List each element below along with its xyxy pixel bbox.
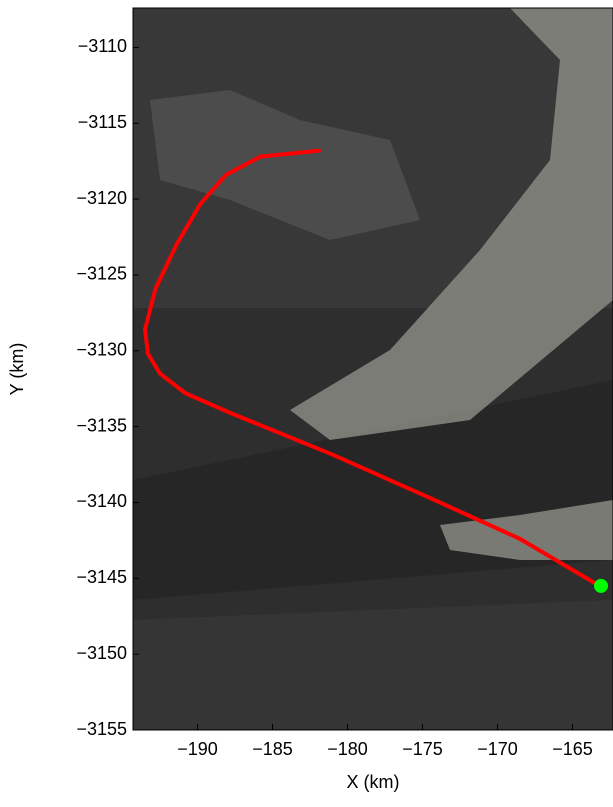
x-tick-label: −185 [252,739,293,759]
point [594,578,608,593]
x-tick-label: −175 [402,739,443,759]
plot-frame [132,7,613,731]
x-tick-label: −165 [552,739,593,759]
x-tick-label: −170 [477,739,518,759]
y-axis-label: Y (km) [7,343,27,396]
y-tick-label: −3145 [76,567,127,587]
satellite-image [133,8,613,730]
y-tick-label: −3140 [76,491,127,511]
y-tick-label: −3155 [76,719,127,739]
y-tick-label: −3135 [76,415,127,435]
trajectory-line [143,148,602,588]
data-layer [143,148,608,593]
x-tick-label: −180 [327,739,368,759]
y-tick-label: −3110 [78,36,127,56]
y-tick-label: −3150 [76,643,127,663]
x-tick-label: −190 [177,739,218,759]
y-tick-label: −3130 [76,340,127,360]
y-tick-label: −3125 [76,264,127,284]
x-axis-label: X (km) [347,772,400,792]
y-tick-label: −3120 [76,188,127,208]
y-tick-label: −3115 [78,112,127,132]
